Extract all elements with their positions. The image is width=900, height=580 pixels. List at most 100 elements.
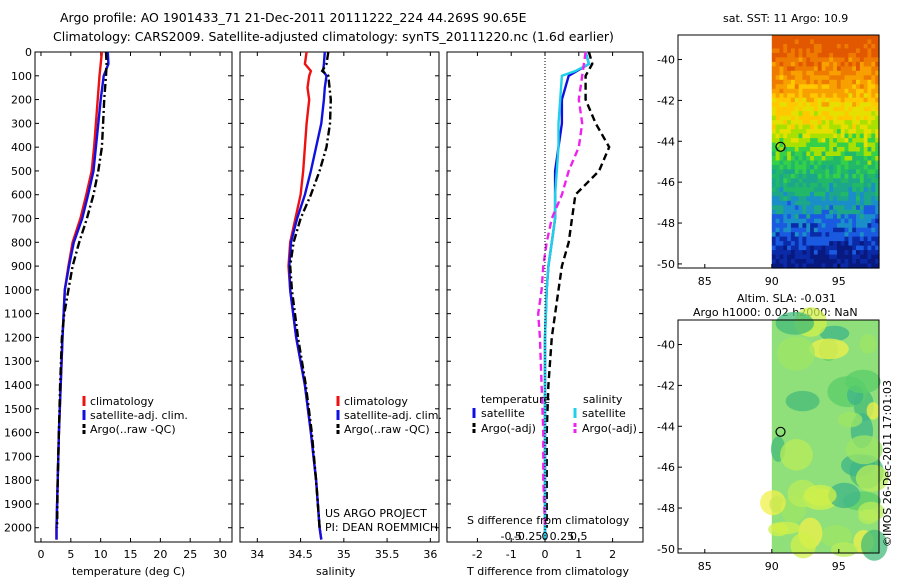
sst-cell — [810, 88, 815, 94]
y-tick-label: 1400 — [4, 379, 32, 392]
sst-cell — [863, 75, 869, 81]
sst-cell — [848, 48, 853, 54]
sst-cell — [829, 52, 834, 58]
sst-cell — [802, 88, 807, 94]
sst-cell — [790, 70, 796, 76]
salinity-plot: 34 34.5 35 35.5 36climatologysatellite-adj. … — [240, 51, 442, 561]
sst-cell — [798, 245, 803, 251]
sst-cell — [794, 79, 800, 85]
sst-cell — [871, 115, 876, 121]
sst-cell — [817, 182, 823, 188]
sst-cell — [813, 223, 819, 229]
sst-cell — [790, 218, 796, 224]
sst-cell — [871, 178, 876, 184]
sst-cell — [806, 88, 811, 94]
sst-cell — [798, 151, 803, 157]
sst-cell — [848, 52, 853, 58]
sst-cell — [775, 142, 780, 148]
sst-cell — [867, 236, 872, 242]
sst-cell — [875, 263, 880, 269]
sst-cell — [829, 227, 834, 233]
sst-cell — [863, 79, 869, 85]
sst-cell — [863, 151, 869, 157]
sst-cell — [875, 182, 880, 188]
sst-cell — [829, 214, 834, 220]
sst-cell — [779, 250, 784, 256]
sst-cell — [871, 66, 876, 72]
s-tick-label: 0.5 — [570, 530, 588, 543]
sst-cell — [783, 250, 788, 256]
sst-cell — [813, 187, 819, 193]
y-tick-label: 800 — [11, 236, 32, 249]
sst-cell — [852, 147, 857, 153]
sst-cell — [871, 35, 876, 41]
sst-cell — [848, 164, 853, 170]
sst-cell — [859, 88, 865, 94]
sst-cell — [859, 61, 865, 67]
sst-cell — [867, 93, 872, 99]
sst-cell — [840, 245, 846, 251]
series-line-salinity-2 — [288, 51, 333, 528]
sst-cell — [856, 75, 861, 81]
sst-cell — [875, 196, 880, 202]
sst-cell — [821, 223, 826, 229]
sst-cell — [825, 102, 830, 108]
sst-cell — [875, 200, 880, 206]
sst-cell — [833, 88, 838, 94]
sst-cell — [794, 97, 800, 103]
x-tick-label: 35 — [337, 548, 351, 561]
sst-cell — [790, 196, 796, 202]
sst-cell — [783, 75, 788, 81]
sst-cell — [836, 124, 842, 130]
sst-cell — [813, 97, 819, 103]
sst-cell — [779, 57, 784, 63]
sst-cell — [821, 259, 826, 265]
sst-cell — [867, 129, 872, 135]
sst-cell — [848, 142, 853, 148]
sst-cell — [771, 223, 777, 229]
sst-cell — [779, 209, 784, 215]
sst-cell — [783, 120, 788, 126]
sst-cell — [802, 44, 807, 50]
sst-cell — [867, 115, 872, 121]
sst-cell — [779, 254, 784, 260]
sst-cell — [852, 187, 857, 193]
sst-cell — [817, 106, 823, 112]
sst-cell — [775, 88, 780, 94]
x-tick-label: 20 — [153, 548, 167, 561]
sst-cell — [848, 187, 853, 193]
sst-cell — [867, 151, 872, 157]
sst-cell — [844, 142, 849, 148]
sst-cell — [840, 218, 846, 224]
sst-cell — [783, 106, 788, 112]
sst-cell — [783, 164, 788, 170]
sst-cell — [802, 111, 807, 117]
sst-cell — [810, 48, 815, 54]
sst-cell — [833, 151, 838, 157]
sst-cell — [771, 187, 777, 193]
sst-cell — [833, 259, 838, 265]
sst-cell — [829, 250, 834, 256]
sst-cell — [871, 133, 876, 139]
y-tick-label: 1500 — [4, 403, 32, 416]
sst-cell — [810, 39, 815, 45]
sst-cell — [775, 111, 780, 117]
sst-cell — [848, 263, 853, 269]
sst-cell — [790, 120, 796, 126]
sst-cell — [856, 218, 861, 224]
sst-cell — [783, 178, 788, 184]
sst-cell — [825, 205, 830, 211]
salinity-axes — [239, 51, 440, 543]
sst-cell — [844, 66, 849, 72]
sst-cell — [821, 241, 826, 247]
sst-cell — [871, 97, 876, 103]
sst-cell — [794, 84, 800, 90]
sst-cell — [783, 223, 788, 229]
sst-cell — [810, 120, 815, 126]
sst-cell — [848, 218, 853, 224]
legend-label: Argo(..raw -QC) — [344, 423, 430, 436]
sst-cell — [790, 263, 796, 269]
y-tick-label: 2000 — [4, 522, 32, 535]
sst-cell — [825, 97, 830, 103]
sst-cell — [779, 84, 784, 90]
